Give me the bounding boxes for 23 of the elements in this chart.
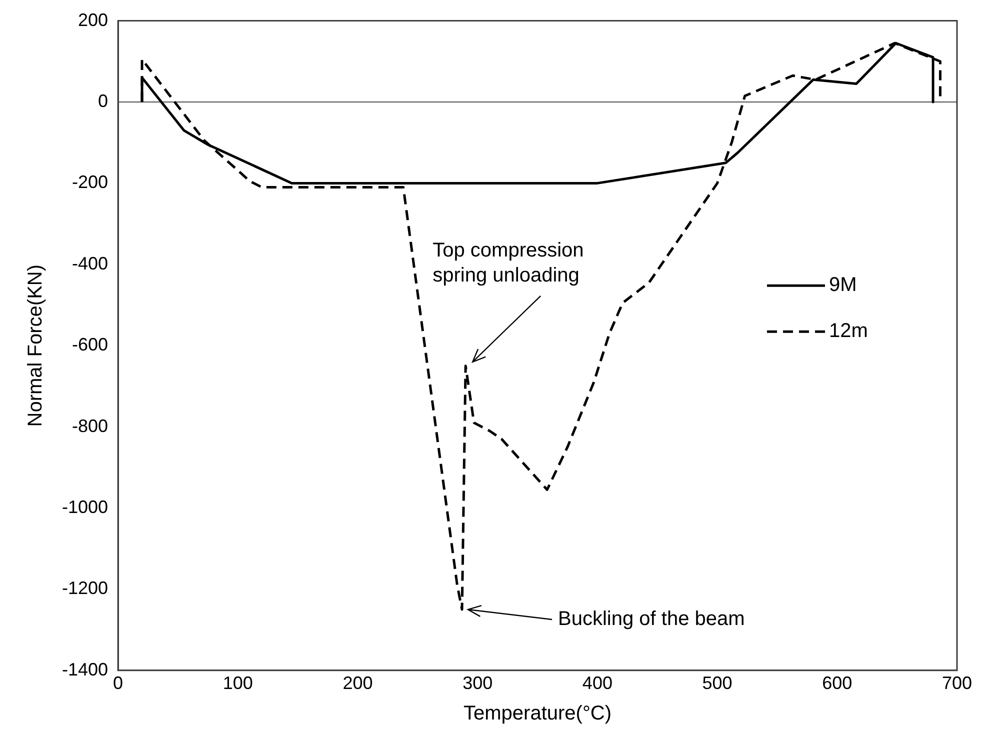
y-tick-label: -400 [72,253,108,274]
y-tick-label: 0 [98,90,108,111]
y-tick-label: 200 [78,10,108,30]
y-tick-label: -1000 [62,496,108,517]
x-tick-label: 300 [462,673,493,694]
y-tick-label: -1200 [62,578,108,598]
y-tick-label: -200 [72,172,108,192]
x-tick-label: 600 [822,673,852,694]
x-tick-label: 0 [113,673,124,694]
y-tick-label: -800 [72,416,108,436]
y-axis-title: Normal Force(KN) [24,264,47,427]
x-tick-label: 200 [342,673,373,694]
annotation: Top compression spring unloading [432,239,584,286]
y-tick-label: -600 [72,334,108,355]
x-tick-label: 700 [942,673,972,694]
x-tick-label: 500 [702,673,732,694]
legend-label: 9M [829,274,857,296]
x-tick-label: 400 [582,673,612,694]
x-axis-title: Temperature(°C) [463,702,612,725]
x-tick-label: 100 [222,673,253,694]
annotation: Buckling of the beam [558,608,745,630]
legend-label: 12m [829,320,868,342]
y-tick-label: -1400 [62,659,108,680]
